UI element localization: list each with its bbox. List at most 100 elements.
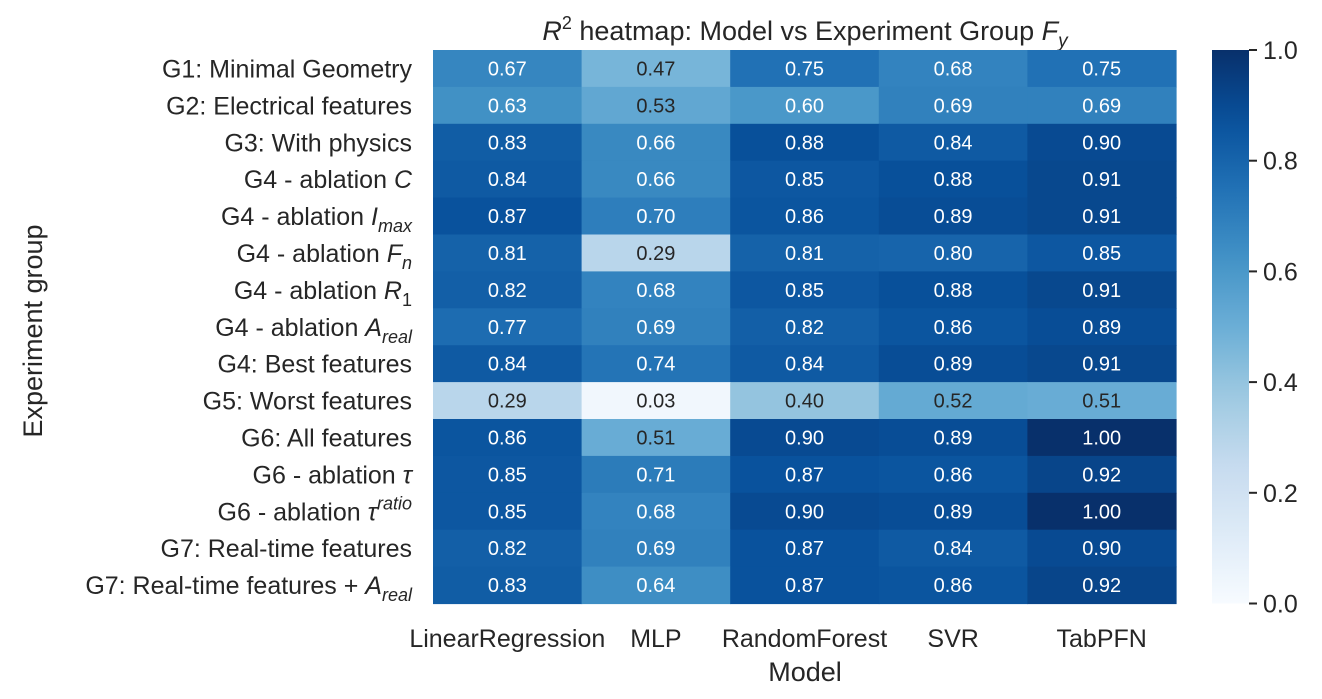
heatmap-cell-label-r7-c3: 0.85 (785, 280, 824, 302)
heatmap-cell-label-r2-c3: 0.60 (785, 95, 824, 117)
heatmap-cell-label-r11-c1: 0.86 (488, 427, 527, 449)
heatmap-cell-r10-c3 (730, 382, 880, 420)
heatmap-cell-label-r14-c2: 0.69 (636, 538, 675, 560)
heatmap-cell-label-r5-c5: 0.91 (1082, 206, 1121, 228)
heatmap-cell-r13-c2 (581, 492, 731, 531)
heatmap-cell-label-r1-c5: 0.75 (1082, 58, 1121, 80)
row-label-5: G4 - ablation Imax (221, 203, 413, 236)
row-label-15: G7: Real-time features + Areal (85, 572, 413, 605)
row-label-8: G4 - ablation Areal (215, 314, 413, 347)
heatmap-cell-label-r4-c2: 0.66 (636, 169, 675, 191)
heatmap-cell-r11-c2 (581, 419, 731, 457)
heatmap-cell-label-r9-c1: 0.84 (488, 354, 527, 376)
row-label-6: G4 - ablation Fn (237, 240, 412, 273)
heatmap-cell-r1-c5 (1027, 50, 1177, 88)
heatmap-cell-label-r2-c1: 0.63 (488, 95, 527, 117)
heatmap-cell-r10-c1 (433, 382, 583, 420)
heatmap-cell-r12-c5 (1027, 455, 1177, 494)
heatmap-cell-r6-c3 (730, 234, 880, 272)
heatmap-cell-r10-c4 (878, 382, 1028, 420)
heatmap-cell-r9-c4 (878, 345, 1028, 383)
row-label-12: G6 - ablation τ (253, 461, 414, 489)
heatmap-cell-r5-c5 (1027, 197, 1177, 236)
heatmap-cell-label-r5-c1: 0.87 (488, 206, 527, 228)
heatmap-cell-label-r4-c4: 0.88 (934, 169, 973, 191)
heatmap-cell-label-r13-c3: 0.90 (785, 501, 824, 523)
heatmap-cell-r3-c3 (730, 123, 880, 162)
column-labels: LinearRegression MLP RandomForest SVR TabPFN (409, 625, 1147, 653)
heatmap-cell-r12-c3 (730, 455, 880, 494)
heatmap-cell-r7-c4 (878, 271, 1028, 309)
heatmap-cell-label-r9-c5: 0.91 (1082, 354, 1121, 376)
colorbar-tick-label-5: 0.8 (1263, 148, 1298, 176)
row-label-10: G5: Worst features (203, 388, 412, 416)
heatmap-cell-r2-c5 (1027, 86, 1177, 125)
heatmap-cell-r14-c2 (581, 529, 731, 568)
heatmap-cell-r5-c1 (433, 197, 583, 236)
heatmap-cell-label-r11-c3: 0.90 (785, 427, 824, 449)
colorbar-tick-label-3: 0.4 (1263, 369, 1298, 397)
heatmap-cell-label-r3-c2: 0.66 (636, 132, 675, 154)
heatmap-cell-r11-c5 (1027, 419, 1177, 457)
heatmap-cell-label-r6-c5: 0.85 (1082, 243, 1121, 265)
heatmap-cell-label-r10-c5: 0.51 (1082, 391, 1121, 413)
heatmap-cell-label-r3-c4: 0.84 (934, 132, 973, 154)
heatmap-cell-r4-c4 (878, 160, 1028, 199)
heatmap-cell-r8-c4 (878, 308, 1028, 346)
heatmap-cell-r1-c2 (581, 50, 731, 88)
heatmap-cell-label-r14-c3: 0.87 (785, 538, 824, 560)
row-label-1: G1: Minimal Geometry (162, 55, 413, 83)
row-label-11: G6: All features (241, 424, 412, 452)
heatmap-cell-r5-c2 (581, 197, 731, 236)
heatmap-cell-label-r3-c5: 0.90 (1082, 132, 1121, 154)
column-label-1: LinearRegression (409, 625, 605, 653)
heatmap-cell-r12-c4 (878, 455, 1028, 494)
heatmap-cell-r7-c3 (730, 271, 880, 309)
row-label-9: G4: Best features (217, 351, 412, 379)
heatmap-cell-r1-c3 (730, 50, 880, 88)
heatmap-cell-r8-c1 (433, 308, 583, 346)
heatmap-cell-r6-c1 (433, 234, 583, 272)
heatmap-cell-label-r15-c1: 0.83 (488, 575, 527, 597)
heatmap-cell-r15-c5 (1027, 566, 1177, 605)
heatmap-cell-r14-c1 (433, 529, 583, 568)
heatmap-cell-r3-c2 (581, 123, 731, 162)
colorbar: 0.0 0.2 0.4 0.6 0.8 1.0 (1212, 37, 1298, 619)
heatmap-cell-label-r9-c3: 0.84 (785, 354, 824, 376)
heatmap-cell-r5-c3 (730, 197, 880, 236)
heatmap-cell-label-r10-c4: 0.52 (934, 391, 973, 413)
heatmap-cell-r8-c3 (730, 308, 880, 346)
heatmap-cell-label-r14-c5: 0.90 (1082, 538, 1121, 560)
heatmap-cell-r3-c5 (1027, 123, 1177, 162)
heatmap-cell-r2-c1 (433, 86, 583, 125)
heatmap-cell-r15-c4 (878, 566, 1028, 605)
row-label-14: G7: Real-time features (161, 535, 413, 563)
heatmap-cell-r4-c3 (730, 160, 880, 199)
row-labels: G1: Minimal Geometry G2: Electrical featu… (85, 55, 413, 605)
heatmap-cell-label-r4-c3: 0.85 (785, 169, 824, 191)
heatmap-cell-r2-c4 (878, 86, 1028, 125)
column-label-2: MLP (630, 625, 681, 653)
colorbar-tick-label-2: 0.2 (1263, 480, 1298, 508)
heatmap-cell-label-r7-c4: 0.88 (934, 280, 973, 302)
heatmap-cell-label-r5-c2: 0.70 (636, 206, 675, 228)
heatmap-cell-r7-c1 (433, 271, 583, 309)
heatmap-cell-r9-c3 (730, 345, 880, 383)
heatmap-cell-r14-c3 (730, 529, 880, 568)
heatmap-cell-label-r6-c2: 0.29 (636, 243, 675, 265)
heatmap-cell-label-r8-c2: 0.69 (636, 317, 675, 339)
heatmap-cell-label-r2-c5: 0.69 (1082, 95, 1121, 117)
heatmap-cell-r1-c4 (878, 50, 1028, 88)
heatmap-cell-label-r13-c1: 0.85 (488, 501, 527, 523)
heatmap-cell-label-r11-c2: 0.51 (636, 427, 675, 449)
heatmap-cell-label-r4-c1: 0.84 (488, 169, 527, 191)
heatmap-cell-label-r8-c1: 0.77 (488, 317, 527, 339)
heatmap-cell-label-r14-c4: 0.84 (934, 538, 973, 560)
column-label-5: TabPFN (1057, 625, 1147, 653)
heatmap-cell-label-r13-c5: 1.00 (1082, 501, 1121, 523)
heatmap-cell-r6-c4 (878, 234, 1028, 272)
heatmap-cell-r5-c4 (878, 197, 1028, 236)
heatmap-cell-r15-c2 (581, 566, 731, 605)
heatmap-cell-label-r5-c3: 0.86 (785, 206, 824, 228)
